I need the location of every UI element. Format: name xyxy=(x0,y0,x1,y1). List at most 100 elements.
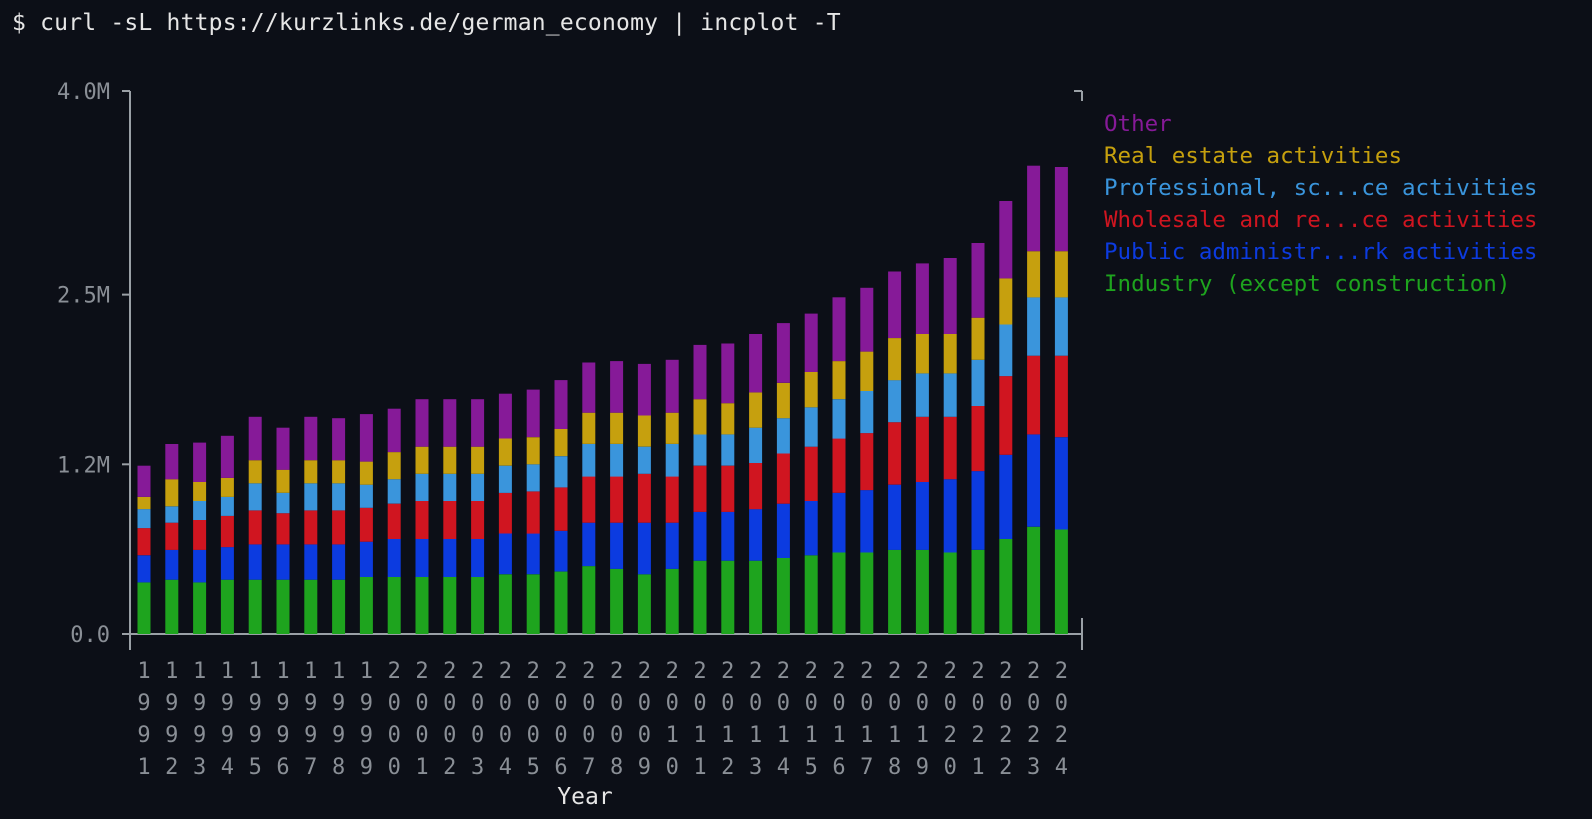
bar-segment xyxy=(915,549,929,634)
bar-segment xyxy=(359,507,373,542)
bar-segment xyxy=(971,243,985,318)
bar-segment xyxy=(387,539,401,577)
bar-segment xyxy=(943,258,957,334)
bar-segment xyxy=(999,324,1013,377)
bar-segment xyxy=(637,574,651,634)
legend-entry: Wholesale and re...ce activities xyxy=(1104,207,1538,233)
bar-segment xyxy=(471,399,485,447)
bar-segment xyxy=(248,579,262,634)
bar-segment xyxy=(776,323,790,383)
bar-segment xyxy=(276,469,290,493)
bar-segment xyxy=(637,415,651,447)
bar-segment xyxy=(193,501,207,520)
bar-segment xyxy=(276,544,290,580)
bar-segment xyxy=(304,416,318,461)
y-tick-label: 2.5M xyxy=(57,284,110,309)
bar-segment xyxy=(971,359,985,406)
bar-segment xyxy=(776,418,790,454)
bar-segment xyxy=(888,338,902,381)
bar-segment xyxy=(637,446,651,474)
bar-segment xyxy=(276,492,290,514)
legend-entry: Industry (except construction) xyxy=(1104,271,1511,297)
legend-entry: Real estate activities xyxy=(1104,143,1403,169)
bar-segment xyxy=(498,438,512,466)
bar-segment xyxy=(554,571,568,634)
bar-segment xyxy=(137,465,151,497)
bar-segment xyxy=(832,361,846,400)
bar-segment xyxy=(165,522,179,550)
y-tick-labels: 0.0 1.2M 2.5M 4.0M xyxy=(57,80,130,648)
bar-segment xyxy=(832,492,846,553)
bar-segment xyxy=(220,515,234,548)
bar-segment xyxy=(915,416,929,482)
bar-segment xyxy=(304,460,318,484)
bar-segment xyxy=(415,473,429,501)
bar-segment xyxy=(165,444,179,480)
bar-segment xyxy=(220,496,234,516)
bar-segment xyxy=(888,422,902,485)
bar-segment xyxy=(193,520,207,550)
bar-segment xyxy=(999,454,1013,539)
bar-segment xyxy=(693,560,707,634)
bar-segment xyxy=(304,483,318,511)
bar-segment xyxy=(332,460,346,484)
bar-segment xyxy=(332,544,346,580)
bar-segment xyxy=(193,549,207,583)
bar-segment xyxy=(721,403,735,435)
bar-segment xyxy=(248,416,262,461)
bar-segment xyxy=(471,501,485,539)
bar-segment xyxy=(443,501,457,539)
y-tick-label: 0.0 xyxy=(70,623,110,648)
bar-segment xyxy=(693,344,707,400)
bar-segment xyxy=(860,552,874,634)
legend-entry: Professional, sc...ce activities xyxy=(1104,175,1538,201)
bar-segment xyxy=(721,560,735,634)
bar-segment xyxy=(220,547,234,580)
bar-segment xyxy=(554,429,568,457)
bar-segment xyxy=(610,476,624,523)
bar-segment xyxy=(276,513,290,545)
bar-segment xyxy=(721,434,735,466)
bar-segment xyxy=(137,582,151,634)
bar-segment xyxy=(1027,355,1041,435)
bar-segment xyxy=(1027,251,1041,298)
bar-segment xyxy=(804,372,818,408)
bar-segment xyxy=(387,503,401,539)
terminal-command: $ curl -sL https://kurzlinks.de/german_e… xyxy=(12,10,841,36)
bar-segment xyxy=(971,317,985,360)
bar-segment xyxy=(999,278,1013,325)
bar-segment xyxy=(387,452,401,480)
bar-segment xyxy=(860,490,874,553)
bar-segment xyxy=(721,465,735,512)
bar-segment xyxy=(610,568,624,634)
bar-segment xyxy=(1027,165,1041,252)
y-tick-label: 4.0M xyxy=(57,80,110,105)
bar-segment xyxy=(943,552,957,634)
bar-segment xyxy=(915,373,929,417)
bar-segment xyxy=(276,579,290,634)
bar-segment xyxy=(471,577,485,634)
bar-segment xyxy=(665,444,679,477)
bar-segment xyxy=(721,343,735,404)
bar-segment xyxy=(359,484,373,508)
bar-segment xyxy=(415,501,429,539)
bar-segment xyxy=(137,496,151,510)
bar-segment xyxy=(721,511,735,561)
